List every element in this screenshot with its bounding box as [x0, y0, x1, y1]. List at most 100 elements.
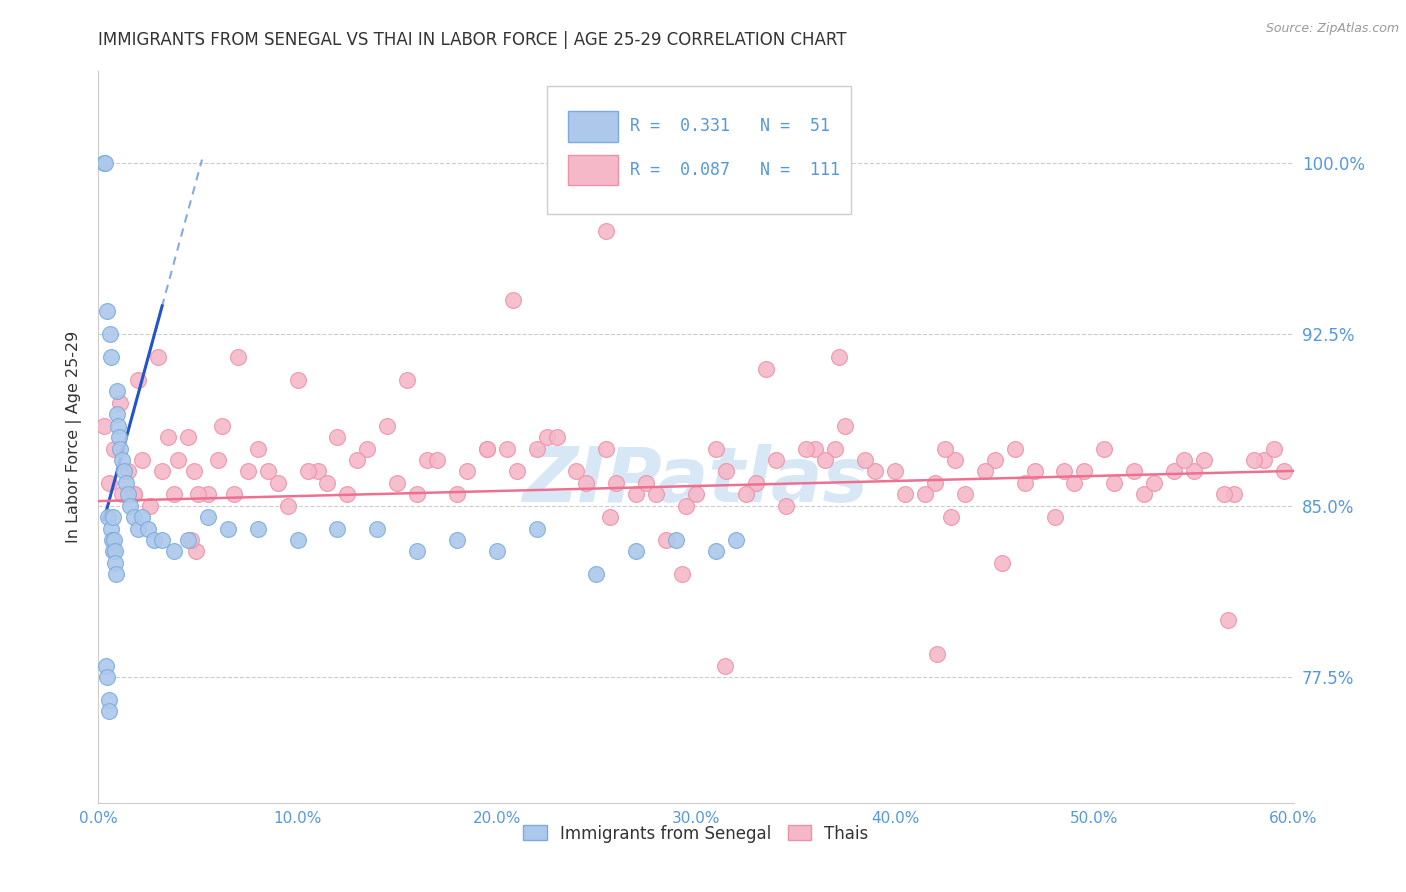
Y-axis label: In Labor Force | Age 25-29: In Labor Force | Age 25-29 — [66, 331, 83, 543]
Point — [97, 510, 120, 524]
Text: IMMIGRANTS FROM SENEGAL VS THAI IN LABOR FORCE | AGE 25-29 CORRELATION CHART: IMMIGRANTS FROM SENEGAL VS THAI IN LABOR… — [98, 31, 846, 49]
Point — [1143, 475, 1166, 490]
Point — [924, 475, 946, 490]
Point — [211, 418, 233, 433]
Point — [124, 487, 146, 501]
Point — [112, 464, 135, 478]
Point — [1053, 464, 1076, 478]
Point — [127, 521, 149, 535]
Point — [546, 430, 568, 444]
Point — [1163, 464, 1185, 478]
Point — [180, 533, 202, 547]
Point — [626, 544, 648, 558]
Point — [100, 350, 122, 364]
Point — [765, 453, 787, 467]
Point — [96, 304, 118, 318]
Point — [755, 361, 778, 376]
Point — [183, 464, 205, 478]
Point — [1182, 464, 1205, 478]
Point — [120, 499, 142, 513]
Point — [495, 442, 517, 456]
Point — [307, 464, 329, 478]
Point — [1173, 453, 1195, 467]
Point — [665, 533, 688, 547]
Point — [1243, 453, 1265, 467]
Point — [163, 544, 186, 558]
Point — [131, 453, 153, 467]
Point — [1014, 475, 1036, 490]
Point — [98, 705, 121, 719]
FancyBboxPatch shape — [568, 154, 619, 186]
Point — [1043, 510, 1066, 524]
Point — [585, 567, 607, 582]
Point — [1024, 464, 1046, 478]
Point — [148, 350, 170, 364]
Point — [536, 430, 558, 444]
Point — [207, 453, 229, 467]
Point — [804, 442, 827, 456]
Point — [828, 350, 851, 364]
Point — [426, 453, 449, 467]
Point — [167, 453, 190, 467]
Point — [406, 544, 429, 558]
Point — [100, 521, 122, 535]
Point — [626, 487, 648, 501]
Point — [94, 658, 117, 673]
Point — [385, 475, 409, 490]
Point — [1192, 453, 1215, 467]
Point — [105, 407, 128, 421]
Point — [814, 453, 837, 467]
Point — [724, 533, 747, 547]
Point — [671, 567, 693, 582]
Point — [346, 453, 368, 467]
Point — [714, 658, 737, 673]
Point — [506, 464, 529, 478]
Point — [127, 373, 149, 387]
Point — [277, 499, 299, 513]
Point — [853, 453, 876, 467]
Point — [914, 487, 936, 501]
Point — [287, 533, 309, 547]
Point — [446, 487, 468, 501]
Point — [704, 544, 727, 558]
Point — [104, 556, 127, 570]
Point — [163, 487, 186, 501]
Point — [1218, 613, 1240, 627]
Point — [287, 373, 309, 387]
Point — [925, 647, 948, 661]
Point — [103, 510, 125, 524]
Point — [1104, 475, 1126, 490]
Point — [406, 487, 429, 501]
FancyBboxPatch shape — [568, 111, 619, 142]
Point — [143, 533, 166, 547]
Point — [953, 487, 976, 501]
Point — [150, 533, 173, 547]
Point — [187, 487, 209, 501]
Point — [475, 442, 498, 456]
Point — [990, 556, 1012, 570]
Point — [485, 544, 508, 558]
Point — [136, 521, 159, 535]
Point — [111, 487, 134, 501]
Point — [103, 442, 125, 456]
Point — [1272, 464, 1295, 478]
Point — [103, 533, 125, 547]
Point — [246, 521, 269, 535]
Point — [446, 533, 468, 547]
Point — [1263, 442, 1285, 456]
Point — [636, 475, 658, 490]
Point — [884, 464, 907, 478]
Point — [104, 544, 127, 558]
Point — [197, 510, 219, 524]
Point — [117, 464, 139, 478]
Text: R =  0.331   N =  51: R = 0.331 N = 51 — [630, 117, 830, 136]
Point — [1063, 475, 1085, 490]
Point — [356, 442, 378, 456]
Point — [111, 453, 134, 467]
Point — [824, 442, 846, 456]
Text: ZIPatlas: ZIPatlas — [523, 444, 869, 518]
Point — [375, 418, 398, 433]
Point — [794, 442, 817, 456]
Point — [894, 487, 917, 501]
Point — [101, 533, 124, 547]
